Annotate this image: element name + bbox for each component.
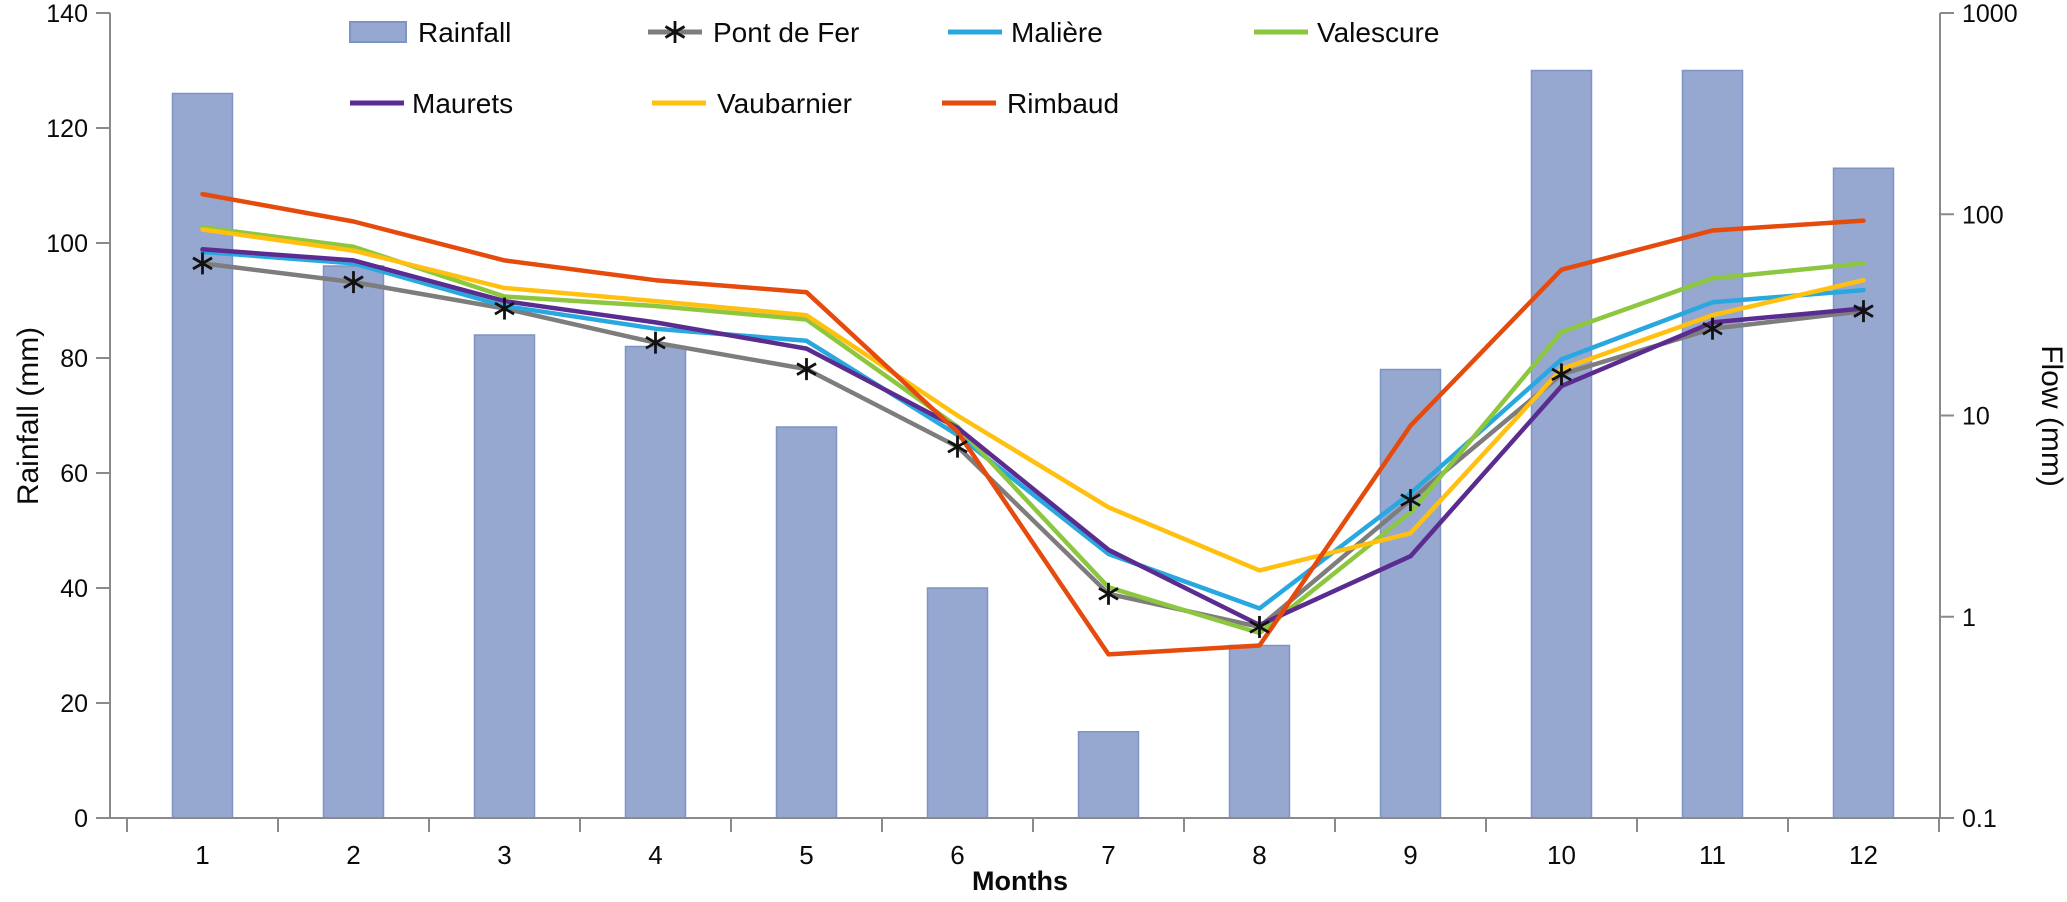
left-axis-tick-label: 80 — [60, 345, 88, 373]
rainfall-bar-month-4 — [624, 345, 687, 819]
legend-label: Maurets — [412, 88, 513, 119]
asterisk-marker-icon — [343, 275, 364, 289]
left-axis-tick-label: 140 — [46, 0, 88, 28]
right-axis-tick-label: 1000 — [1962, 0, 2018, 28]
flow-line-mali-re — [200, 249, 1866, 611]
legend-item-maurets: Maurets — [350, 88, 513, 119]
legend-label: Rimbaud — [1007, 88, 1119, 119]
rainfall-bar-month-11 — [1681, 69, 1744, 819]
rainfall-bar-month-7 — [1077, 731, 1140, 819]
rainfall-bar-month-12 — [1832, 167, 1895, 819]
rainfall-bar-month-10 — [1530, 69, 1593, 819]
legend-item-vaubarnier: Vaubarnier — [652, 88, 852, 119]
rainfall-bar-month-1 — [171, 92, 234, 819]
legend-label: Vaubarnier — [717, 88, 852, 119]
right-axis-tick-label: 10 — [1962, 403, 1990, 431]
left-axis-tick-label: 20 — [60, 690, 88, 718]
asterisk-marker-icon — [664, 25, 686, 39]
legend-item-valescure: Valescure — [1254, 17, 1439, 48]
x-axis-tick-label: 8 — [1252, 840, 1266, 870]
left-axis-tick-label: 60 — [60, 460, 88, 488]
left-axis-tick-label: 0 — [74, 805, 88, 833]
axis-ticks — [96, 12, 1954, 832]
asterisk-marker-icon — [645, 335, 666, 350]
x-axis-tick-label: 1 — [195, 840, 209, 870]
legend-label: Malière — [1011, 17, 1103, 48]
rainfall-swatch — [349, 21, 407, 43]
rainfall-bar-month-5 — [775, 426, 838, 819]
rainfall-bar-month-9 — [1379, 368, 1442, 819]
asterisk-marker-icon — [1853, 304, 1874, 318]
legend: Rainfall Pont de Fer Malière Valescure M… — [349, 17, 1439, 119]
asterisk-marker-icon — [1702, 321, 1723, 336]
legend-label: Rainfall — [418, 17, 511, 48]
legend-label: Pont de Fer — [713, 17, 859, 48]
y-axis-title-left: Rainfall (mm) — [12, 327, 45, 505]
rainfall-bar-month-2 — [322, 265, 385, 819]
x-axis-tick-label: 5 — [799, 840, 813, 870]
legend-item-pont-de-fer: Pont de Fer — [648, 17, 859, 48]
asterisk-marker-icon — [192, 256, 213, 271]
legend-label: Valescure — [1317, 17, 1439, 48]
rainfall-bar-month-3 — [473, 334, 536, 819]
left-axis-tick-label: 100 — [46, 230, 88, 258]
axes — [109, 13, 1941, 819]
rainfall-bars — [171, 69, 1895, 819]
right-axis-tick-label: 1 — [1962, 604, 1976, 632]
x-axis-tick-label: 12 — [1849, 840, 1878, 870]
asterisk-marker-icon — [1400, 493, 1421, 507]
x-axis-tick-label: 2 — [346, 840, 360, 870]
right-axis-tick-label: 100 — [1962, 201, 2004, 229]
rainfall-bar-month-8 — [1228, 644, 1291, 819]
rainfall-bar-month-6 — [926, 587, 989, 819]
flow-markers — [192, 252, 1874, 638]
x-axis-title: Months — [972, 866, 1068, 896]
flow-line-maurets — [200, 247, 1866, 628]
asterisk-marker-icon — [494, 301, 515, 316]
asterisk-marker-icon — [1098, 587, 1119, 601]
x-axis-tick-label: 6 — [950, 840, 964, 870]
asterisk-marker-icon — [1249, 620, 1270, 634]
legend-item-rimbaud: Rimbaud — [942, 88, 1119, 119]
flow-line-vaubarnier — [200, 227, 1866, 573]
legend-item-maliere: Malière — [948, 17, 1103, 48]
x-axis-tick-label: 7 — [1101, 840, 1115, 870]
x-axis-tick-label: 3 — [497, 840, 511, 870]
asterisk-marker-icon — [947, 439, 968, 454]
left-axis-tick-label: 120 — [46, 115, 88, 143]
right-axis-tick-label: 0.1 — [1962, 805, 1997, 833]
flow-line-valescure — [200, 225, 1866, 636]
asterisk-marker-icon — [796, 362, 817, 376]
x-axis-tick-label: 10 — [1547, 840, 1576, 870]
flow-lines — [200, 191, 1866, 657]
y-axis-title-right: Flow (mm) — [2035, 345, 2067, 487]
flow-line-pont-de-fer — [200, 261, 1866, 630]
x-axis-tick-label: 11 — [1699, 840, 1726, 870]
flow-line-rimbaud — [200, 191, 1866, 657]
legend-item-rainfall: Rainfall — [349, 17, 511, 48]
asterisk-marker-icon — [1551, 367, 1572, 382]
x-axis-tick-label: 4 — [648, 840, 662, 870]
left-axis-tick-label: 40 — [60, 575, 88, 603]
x-axis-tick-label: 9 — [1403, 840, 1417, 870]
asterisk-marker-icon — [664, 21, 686, 43]
